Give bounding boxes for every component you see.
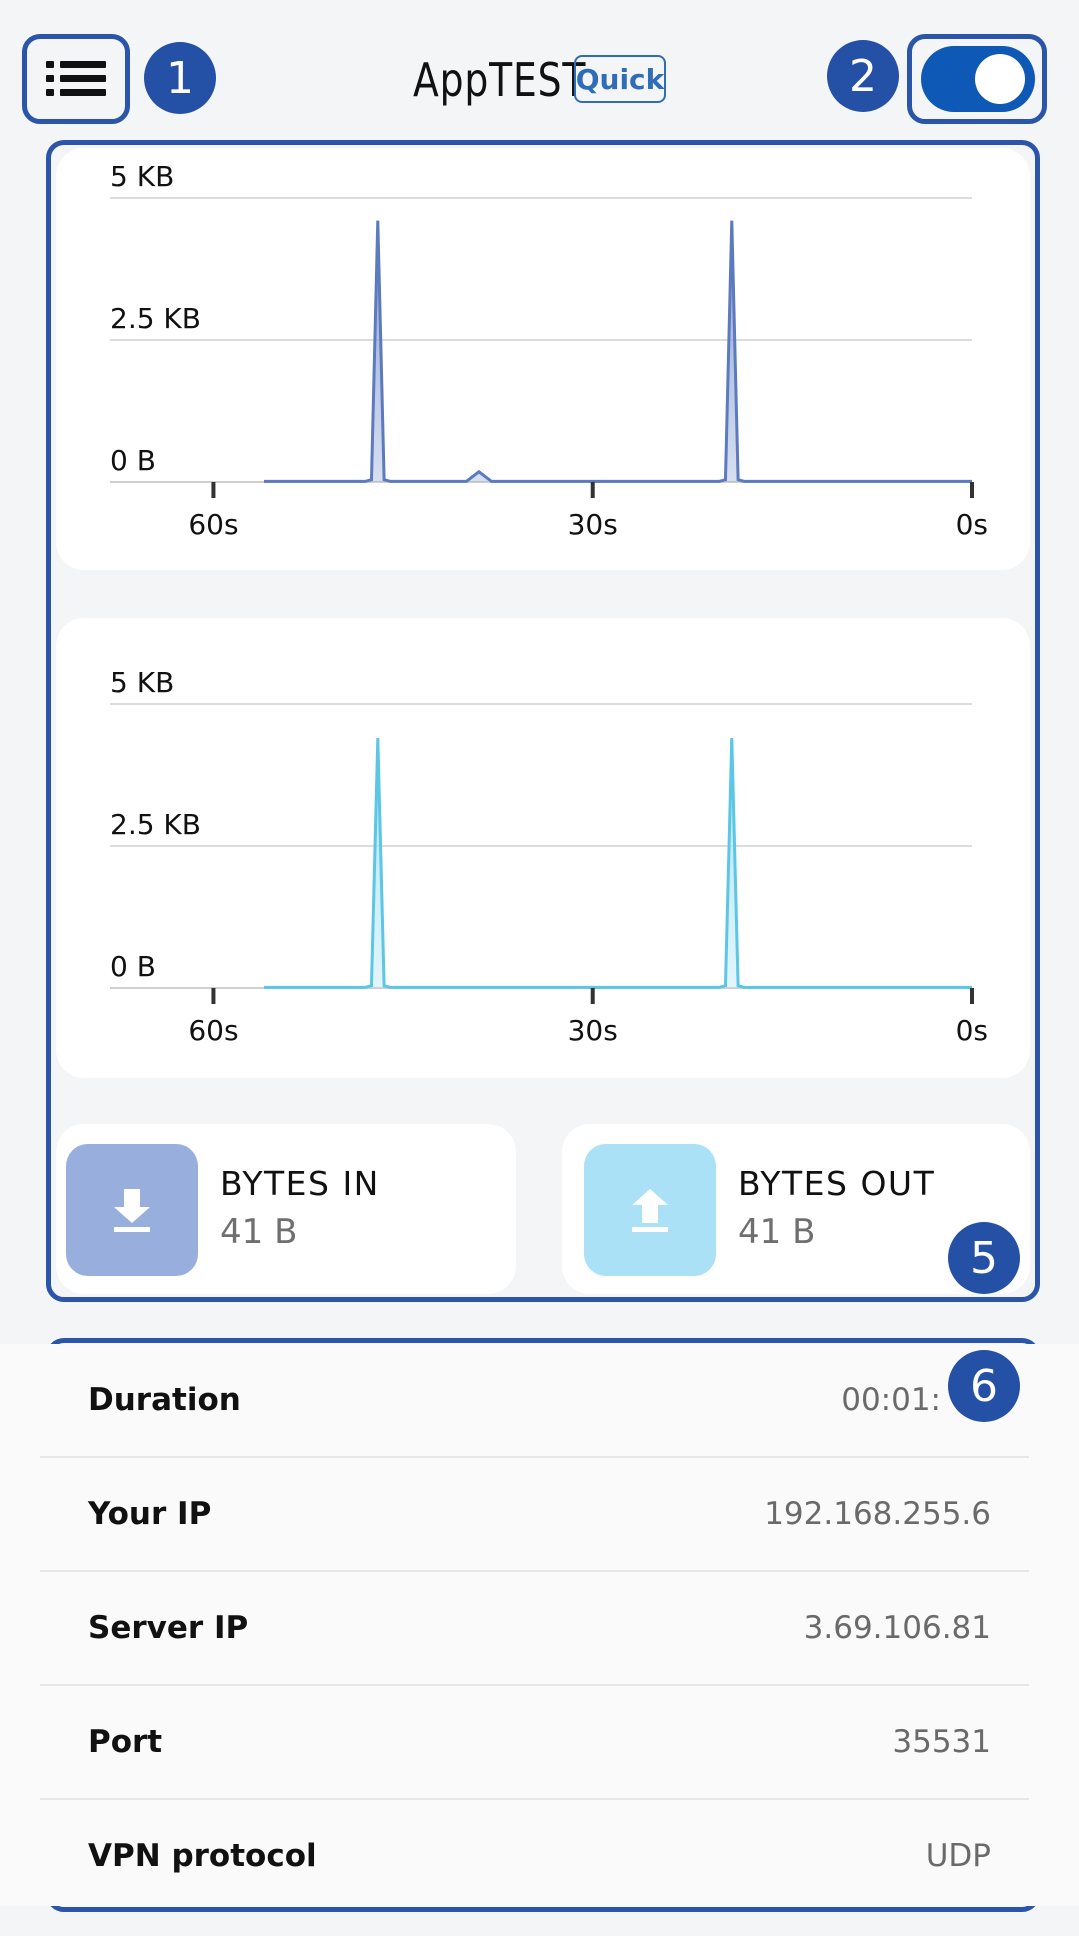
stats-row-duration: Duration 00:01: (40, 1344, 1029, 1458)
mode-badge-quick[interactable]: Quick (574, 55, 666, 103)
port-label: Port (88, 1724, 163, 1760)
stats-row-port: Port 35531 (40, 1686, 1029, 1800)
vpn-protocol-value: UDP (925, 1838, 991, 1874)
series-area (264, 220, 972, 482)
upload-chart-card: 0 B 2.5 KB 5 KB 60s 30s 0s (56, 618, 1030, 1078)
x-tick-label: 30s (568, 1014, 618, 1047)
series-line (264, 220, 972, 483)
bytes-out-value: 41 B (738, 1212, 816, 1252)
duration-label: Duration (88, 1382, 241, 1418)
bytes-out-label: BYTES OUT (738, 1164, 936, 1203)
traffic-section-outline (46, 140, 1040, 1302)
y-tick-label: 0 B (110, 444, 156, 477)
server-ip-value: 3.69.106.81 (803, 1610, 991, 1646)
y-tick-label: 2.5 KB (110, 808, 201, 841)
vpn-toggle[interactable] (921, 46, 1035, 112)
vpn-toggle-outline (907, 34, 1047, 124)
y-tick-label: 0 B (110, 950, 156, 983)
annotation-badge-6: 6 (948, 1350, 1020, 1422)
series-line (264, 738, 972, 989)
x-tick-label: 60s (188, 508, 238, 541)
app-title: AppTEST (413, 53, 587, 107)
download-traffic-chart: 0 B 2.5 KB 5 KB 60s 30s 0s (110, 160, 988, 541)
your-ip-label: Your IP (88, 1496, 212, 1532)
menu-list-icon (46, 61, 106, 96)
duration-value: 00:01: (841, 1382, 941, 1418)
annotation-badge-2: 2 (827, 40, 899, 112)
your-ip-value: 192.168.255.6 (764, 1496, 991, 1532)
upload-icon (632, 1189, 668, 1232)
vpn-protocol-label: VPN protocol (88, 1838, 317, 1874)
bytes-in-card: BYTES IN 41 B (56, 1124, 516, 1294)
menu-button[interactable] (40, 52, 112, 106)
server-ip-label: Server IP (88, 1610, 249, 1646)
bytes-in-label: BYTES IN (220, 1164, 380, 1203)
download-chart-card: 0 B 2.5 KB 5 KB 60s 30s 0s (56, 148, 1030, 570)
x-tick-label: 60s (188, 1014, 238, 1047)
series-area (264, 738, 972, 988)
download-icon (114, 1189, 150, 1232)
toggle-knob (975, 54, 1025, 104)
x-tick-label: 0s (956, 508, 988, 541)
y-tick-label: 2.5 KB (110, 302, 201, 335)
y-tick-label: 5 KB (110, 666, 174, 699)
stats-row-server-ip: Server IP 3.69.106.81 (40, 1572, 1029, 1686)
upload-traffic-chart: 0 B 2.5 KB 5 KB 60s 30s 0s (110, 666, 988, 1047)
connection-info-list: Duration 00:01: Your IP 192.168.255.6 Se… (0, 1344, 1079, 1906)
bytes-out-icon-tile (584, 1144, 716, 1276)
y-tick-label: 5 KB (110, 160, 174, 193)
annotation-badge-5: 5 (948, 1222, 1020, 1294)
annotation-badge-1: 1 (144, 42, 216, 114)
x-tick-label: 0s (956, 1014, 988, 1047)
x-tick-label: 30s (568, 508, 618, 541)
menu-button-outline (22, 34, 130, 124)
stats-row-vpn-protocol: VPN protocol UDP (40, 1800, 1029, 1914)
bytes-in-icon-tile (66, 1144, 198, 1276)
bytes-in-value: 41 B (220, 1212, 298, 1252)
port-value: 35531 (892, 1724, 991, 1760)
stats-row-your-ip: Your IP 192.168.255.6 (40, 1458, 1029, 1572)
